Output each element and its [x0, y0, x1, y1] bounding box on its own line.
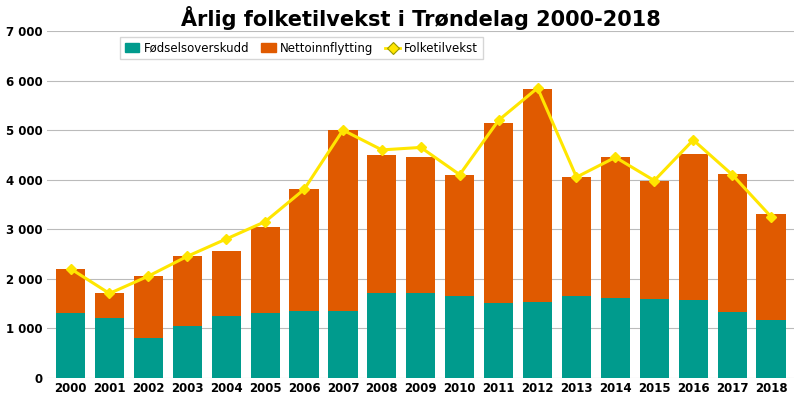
Bar: [134, 338, 163, 378]
Bar: [562, 177, 591, 296]
Bar: [523, 302, 552, 378]
Bar: [445, 175, 474, 296]
Bar: [640, 180, 669, 300]
Bar: [562, 296, 591, 378]
Bar: [212, 251, 241, 316]
Bar: [290, 190, 318, 311]
Legend: Fødselsoverskudd, Nettoinnflytting, Folketilvekst: Fødselsoverskudd, Nettoinnflytting, Folk…: [120, 37, 483, 59]
Bar: [95, 318, 124, 378]
Bar: [718, 174, 746, 312]
Bar: [328, 130, 358, 311]
Bar: [757, 214, 786, 320]
Bar: [678, 300, 708, 378]
Bar: [173, 326, 202, 378]
Bar: [212, 316, 241, 378]
Title: Årlig folketilvekst i Trøndelag 2000-2018: Årlig folketilvekst i Trøndelag 2000-201…: [181, 6, 661, 30]
Bar: [523, 89, 552, 302]
Bar: [484, 303, 514, 378]
Bar: [290, 311, 318, 378]
Bar: [367, 155, 397, 294]
Bar: [173, 256, 202, 326]
Bar: [95, 294, 124, 318]
Bar: [406, 294, 435, 378]
Bar: [601, 298, 630, 378]
Bar: [484, 123, 514, 303]
Bar: [445, 296, 474, 378]
Bar: [134, 276, 163, 338]
Bar: [757, 320, 786, 378]
Bar: [367, 294, 397, 378]
Bar: [250, 313, 280, 378]
Bar: [601, 157, 630, 298]
Bar: [406, 157, 435, 294]
Bar: [56, 313, 85, 378]
Bar: [56, 269, 85, 313]
Bar: [250, 227, 280, 313]
Bar: [640, 300, 669, 378]
Bar: [328, 311, 358, 378]
Bar: [718, 312, 746, 378]
Bar: [678, 154, 708, 300]
